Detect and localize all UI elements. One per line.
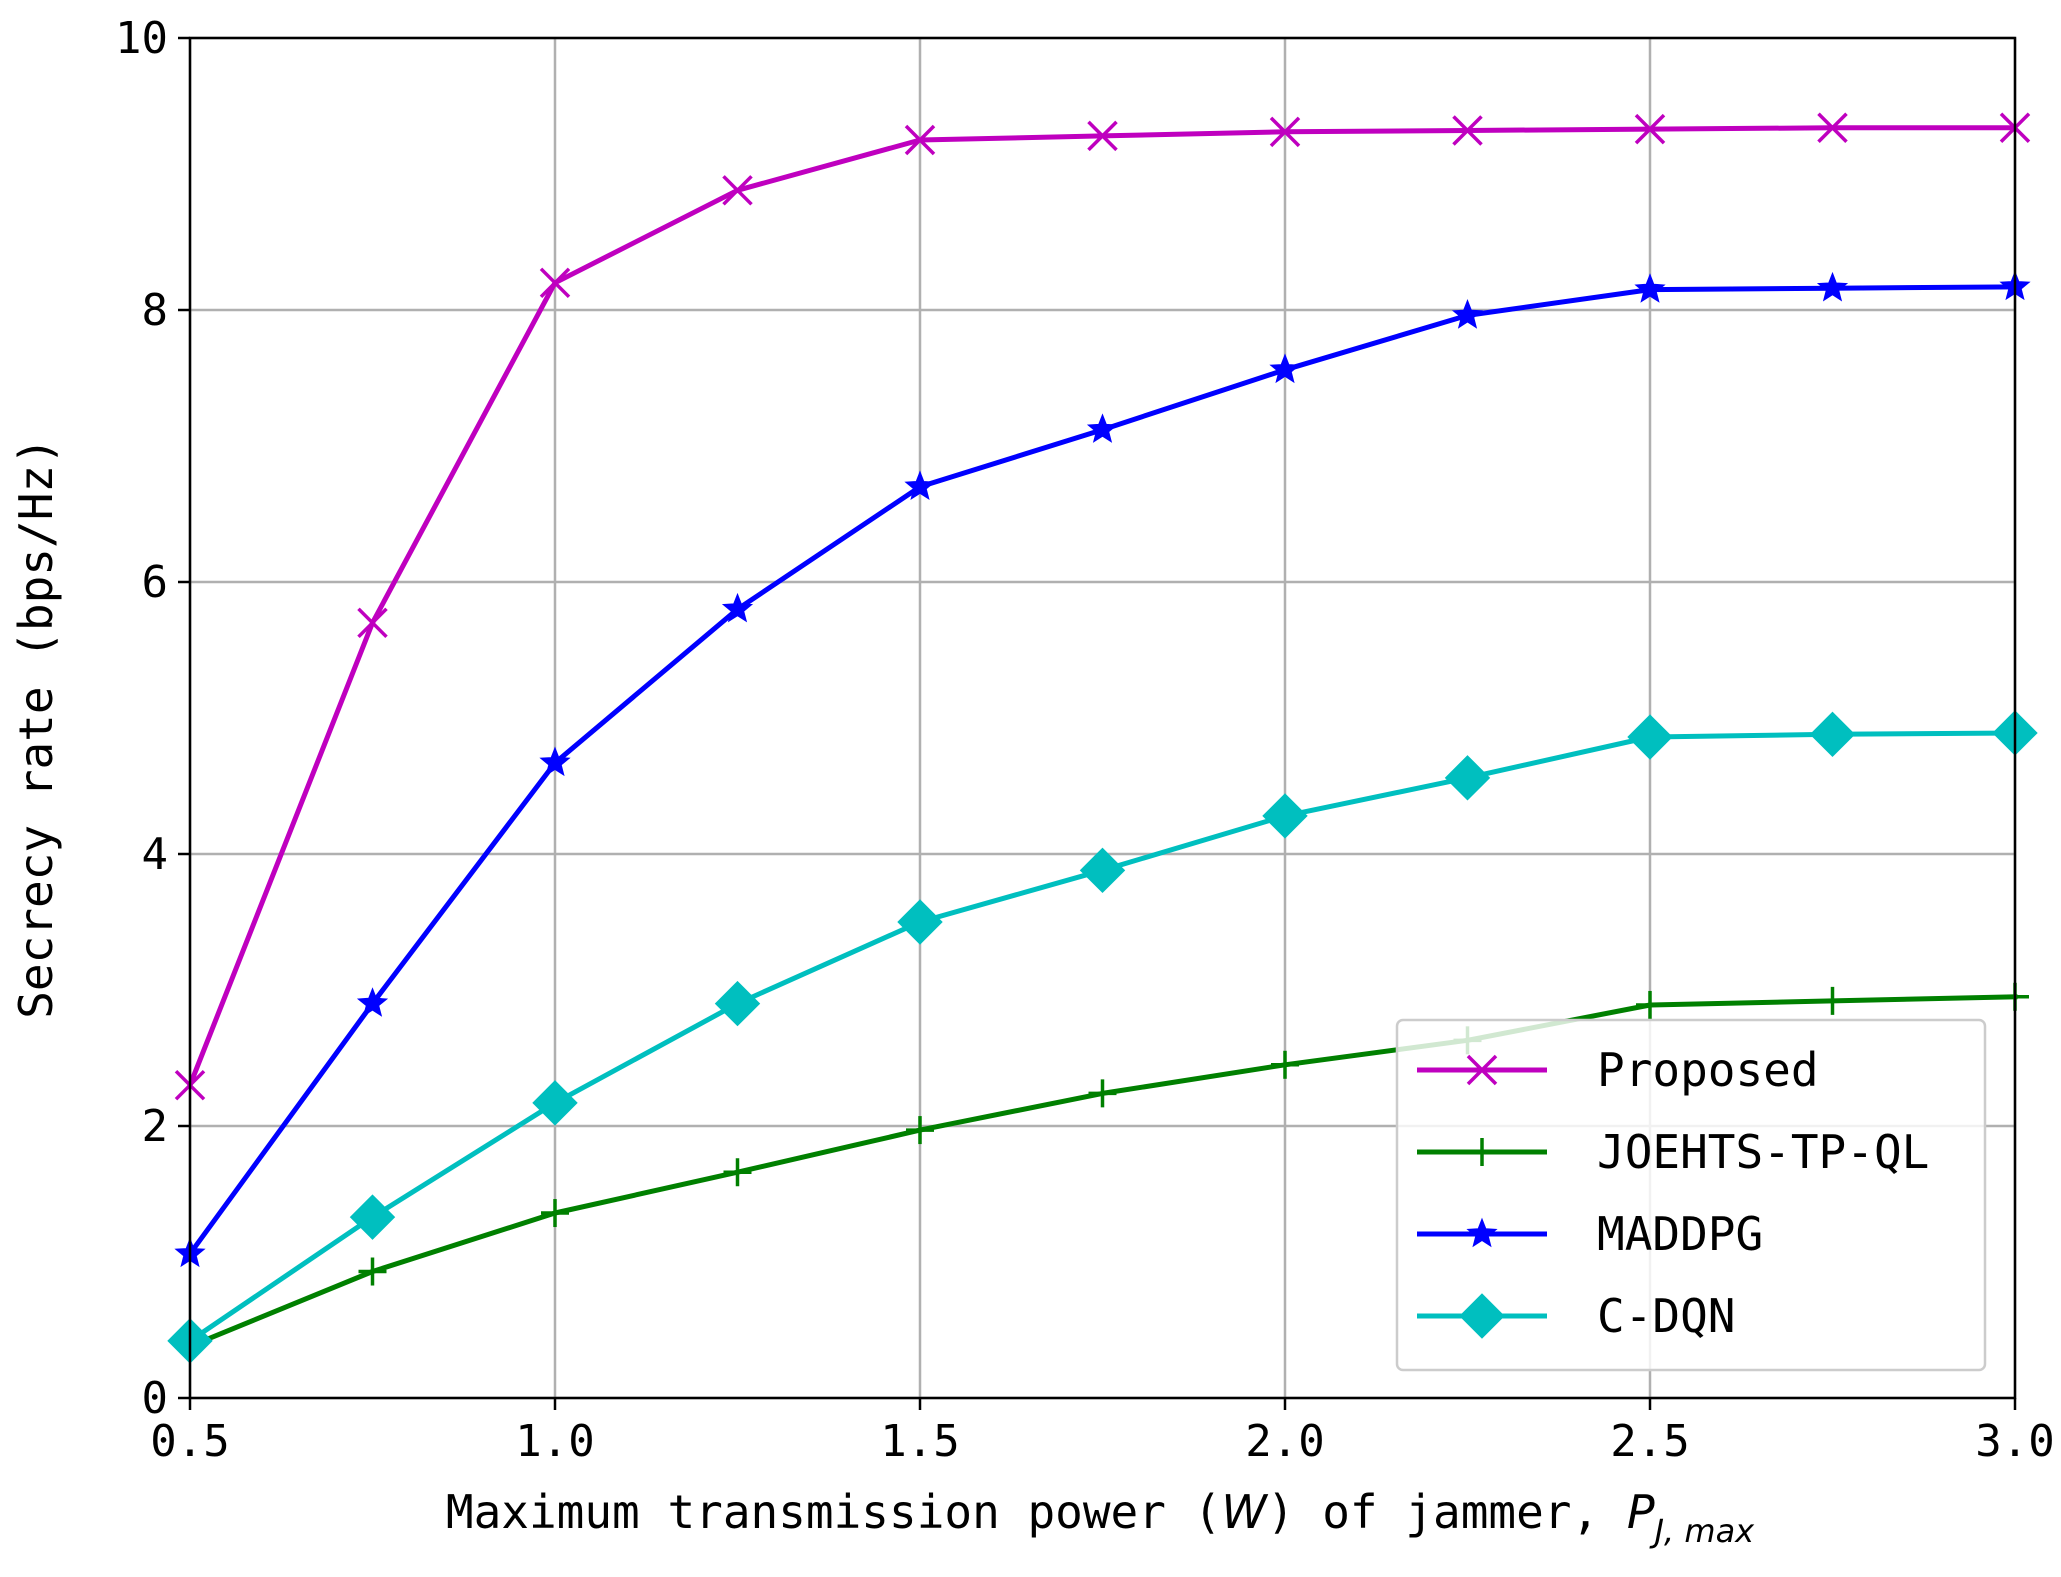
point-proposed <box>904 124 936 156</box>
point-joehts-tp-ql <box>541 1199 569 1228</box>
point-joehts-tp-ql <box>1818 986 1847 1015</box>
y-axis-label: Secrecy rate (bps/Hz) <box>9 437 63 1019</box>
point-joehts-tp-ql <box>1636 990 1664 1019</box>
point-proposed-stroke <box>904 124 936 156</box>
x-axis-label-prefix: Maximum transmission power ( <box>446 1485 1221 1539</box>
legend-label-joehts-tp-ql: JOEHTS-TP-QL <box>1597 1125 1929 1179</box>
point-c-dqn <box>1079 847 1126 894</box>
point-proposed <box>1087 120 1118 152</box>
point-proposed <box>1269 116 1301 148</box>
x-axis-label: Maximum transmission power (W) of jammer… <box>446 1485 1755 1550</box>
x-axis-label-middle: ) of jammer, <box>1267 1485 1627 1539</box>
point-proposed-stroke <box>1269 116 1301 148</box>
point-proposed-stroke <box>1087 120 1118 152</box>
axis-ticks: 0.5 1.0 1.5 2.0 2.5 3.0 0 2 4 6 8 10 <box>115 13 2055 1467</box>
point-joehts-tp-ql <box>723 1158 752 1187</box>
y-tick-label: 6 <box>142 557 169 608</box>
point-c-dqn <box>349 1194 396 1240</box>
point-proposed <box>1452 115 1483 146</box>
point-proposed-stroke <box>1634 113 1666 145</box>
point-c-dqn <box>1262 793 1308 839</box>
legend-label-maddpg: MADDPG <box>1597 1207 1763 1261</box>
legend-item-c-dqn: C-DQN <box>1417 1289 1735 1343</box>
point-proposed <box>357 607 388 639</box>
point-c-dqn <box>1444 755 1491 801</box>
x-tick-label: 1.5 <box>880 1416 959 1467</box>
point-maddpg <box>356 987 389 1017</box>
point-joehts-tp-ql <box>358 1257 387 1286</box>
legend-box <box>1395 1018 1987 1372</box>
x-axis-label-symbol: P <box>1627 1485 1655 1539</box>
legend-label-proposed: Proposed <box>1597 1043 1819 1097</box>
point-maddpg <box>539 746 571 777</box>
legend-item-proposed: Proposed <box>1417 1043 1819 1097</box>
series-maddpg <box>174 270 2031 1268</box>
point-maddpg <box>721 592 754 623</box>
point-maddpg <box>904 470 936 501</box>
x-tick-label: 2.0 <box>1245 1416 1324 1467</box>
point-proposed-stroke <box>357 607 388 639</box>
point-proposed-stroke <box>1817 112 1848 143</box>
x-axis-label-subscript: J, max <box>1649 1512 1756 1550</box>
legend-marker-proposed <box>1466 1054 1498 1086</box>
point-proposed <box>1817 112 1848 143</box>
y-tick-label: 10 <box>115 13 168 64</box>
y-tick-label: 8 <box>142 285 169 336</box>
plot-frame <box>188 36 2017 1400</box>
legend-item-joehts-tp-ql: JOEHTS-TP-QL <box>1417 1125 1929 1179</box>
point-c-dqn <box>897 899 943 945</box>
point-proposed <box>539 267 571 299</box>
point-maddpg <box>1269 353 1301 384</box>
data-series <box>167 112 2038 1364</box>
legend-label-c-dqn: C-DQN <box>1597 1289 1735 1343</box>
x-tick-label: 3.0 <box>1975 1416 2054 1467</box>
point-proposed <box>722 175 753 206</box>
point-joehts-tp-ql <box>1088 1079 1117 1108</box>
point-c-dqn <box>714 980 761 1027</box>
legend-marker-proposed-stroke <box>1466 1054 1498 1086</box>
point-c-dqn <box>532 1080 578 1126</box>
grid-lines <box>188 36 2017 1400</box>
legend-marker-maddpg <box>1466 1217 1498 1248</box>
legend-marker-joehts-tp-ql <box>1468 1138 1496 1166</box>
point-joehts-tp-ql <box>906 1116 934 1145</box>
point-maddpg <box>1634 273 1666 303</box>
y-tick-label: 0 <box>142 1373 169 1424</box>
point-proposed-stroke <box>539 267 571 299</box>
legend: Proposed JOEHTS-TP-QL MADDPG C-DQN <box>1395 1018 1987 1372</box>
x-tick-label: 1.0 <box>515 1416 594 1467</box>
point-proposed <box>1634 113 1666 145</box>
legend-marker-c-dqn <box>1459 1293 1505 1339</box>
point-proposed-stroke <box>722 175 753 206</box>
point-c-dqn <box>1627 714 1673 760</box>
legend-item-maddpg: MADDPG <box>1417 1207 1763 1261</box>
y-tick-label: 4 <box>142 829 169 880</box>
point-c-dqn <box>1809 711 1856 758</box>
x-tick-label: 0.5 <box>150 1416 229 1467</box>
x-axis-label-unit: W <box>1221 1485 1268 1539</box>
point-maddpg <box>1451 299 1484 329</box>
point-maddpg <box>1086 413 1119 443</box>
point-maddpg <box>1816 271 1849 302</box>
y-tick-label: 2 <box>142 1101 169 1152</box>
point-joehts-tp-ql <box>1271 1050 1299 1079</box>
x-tick-label: 2.5 <box>1610 1416 1689 1467</box>
point-proposed-stroke <box>1452 115 1483 146</box>
